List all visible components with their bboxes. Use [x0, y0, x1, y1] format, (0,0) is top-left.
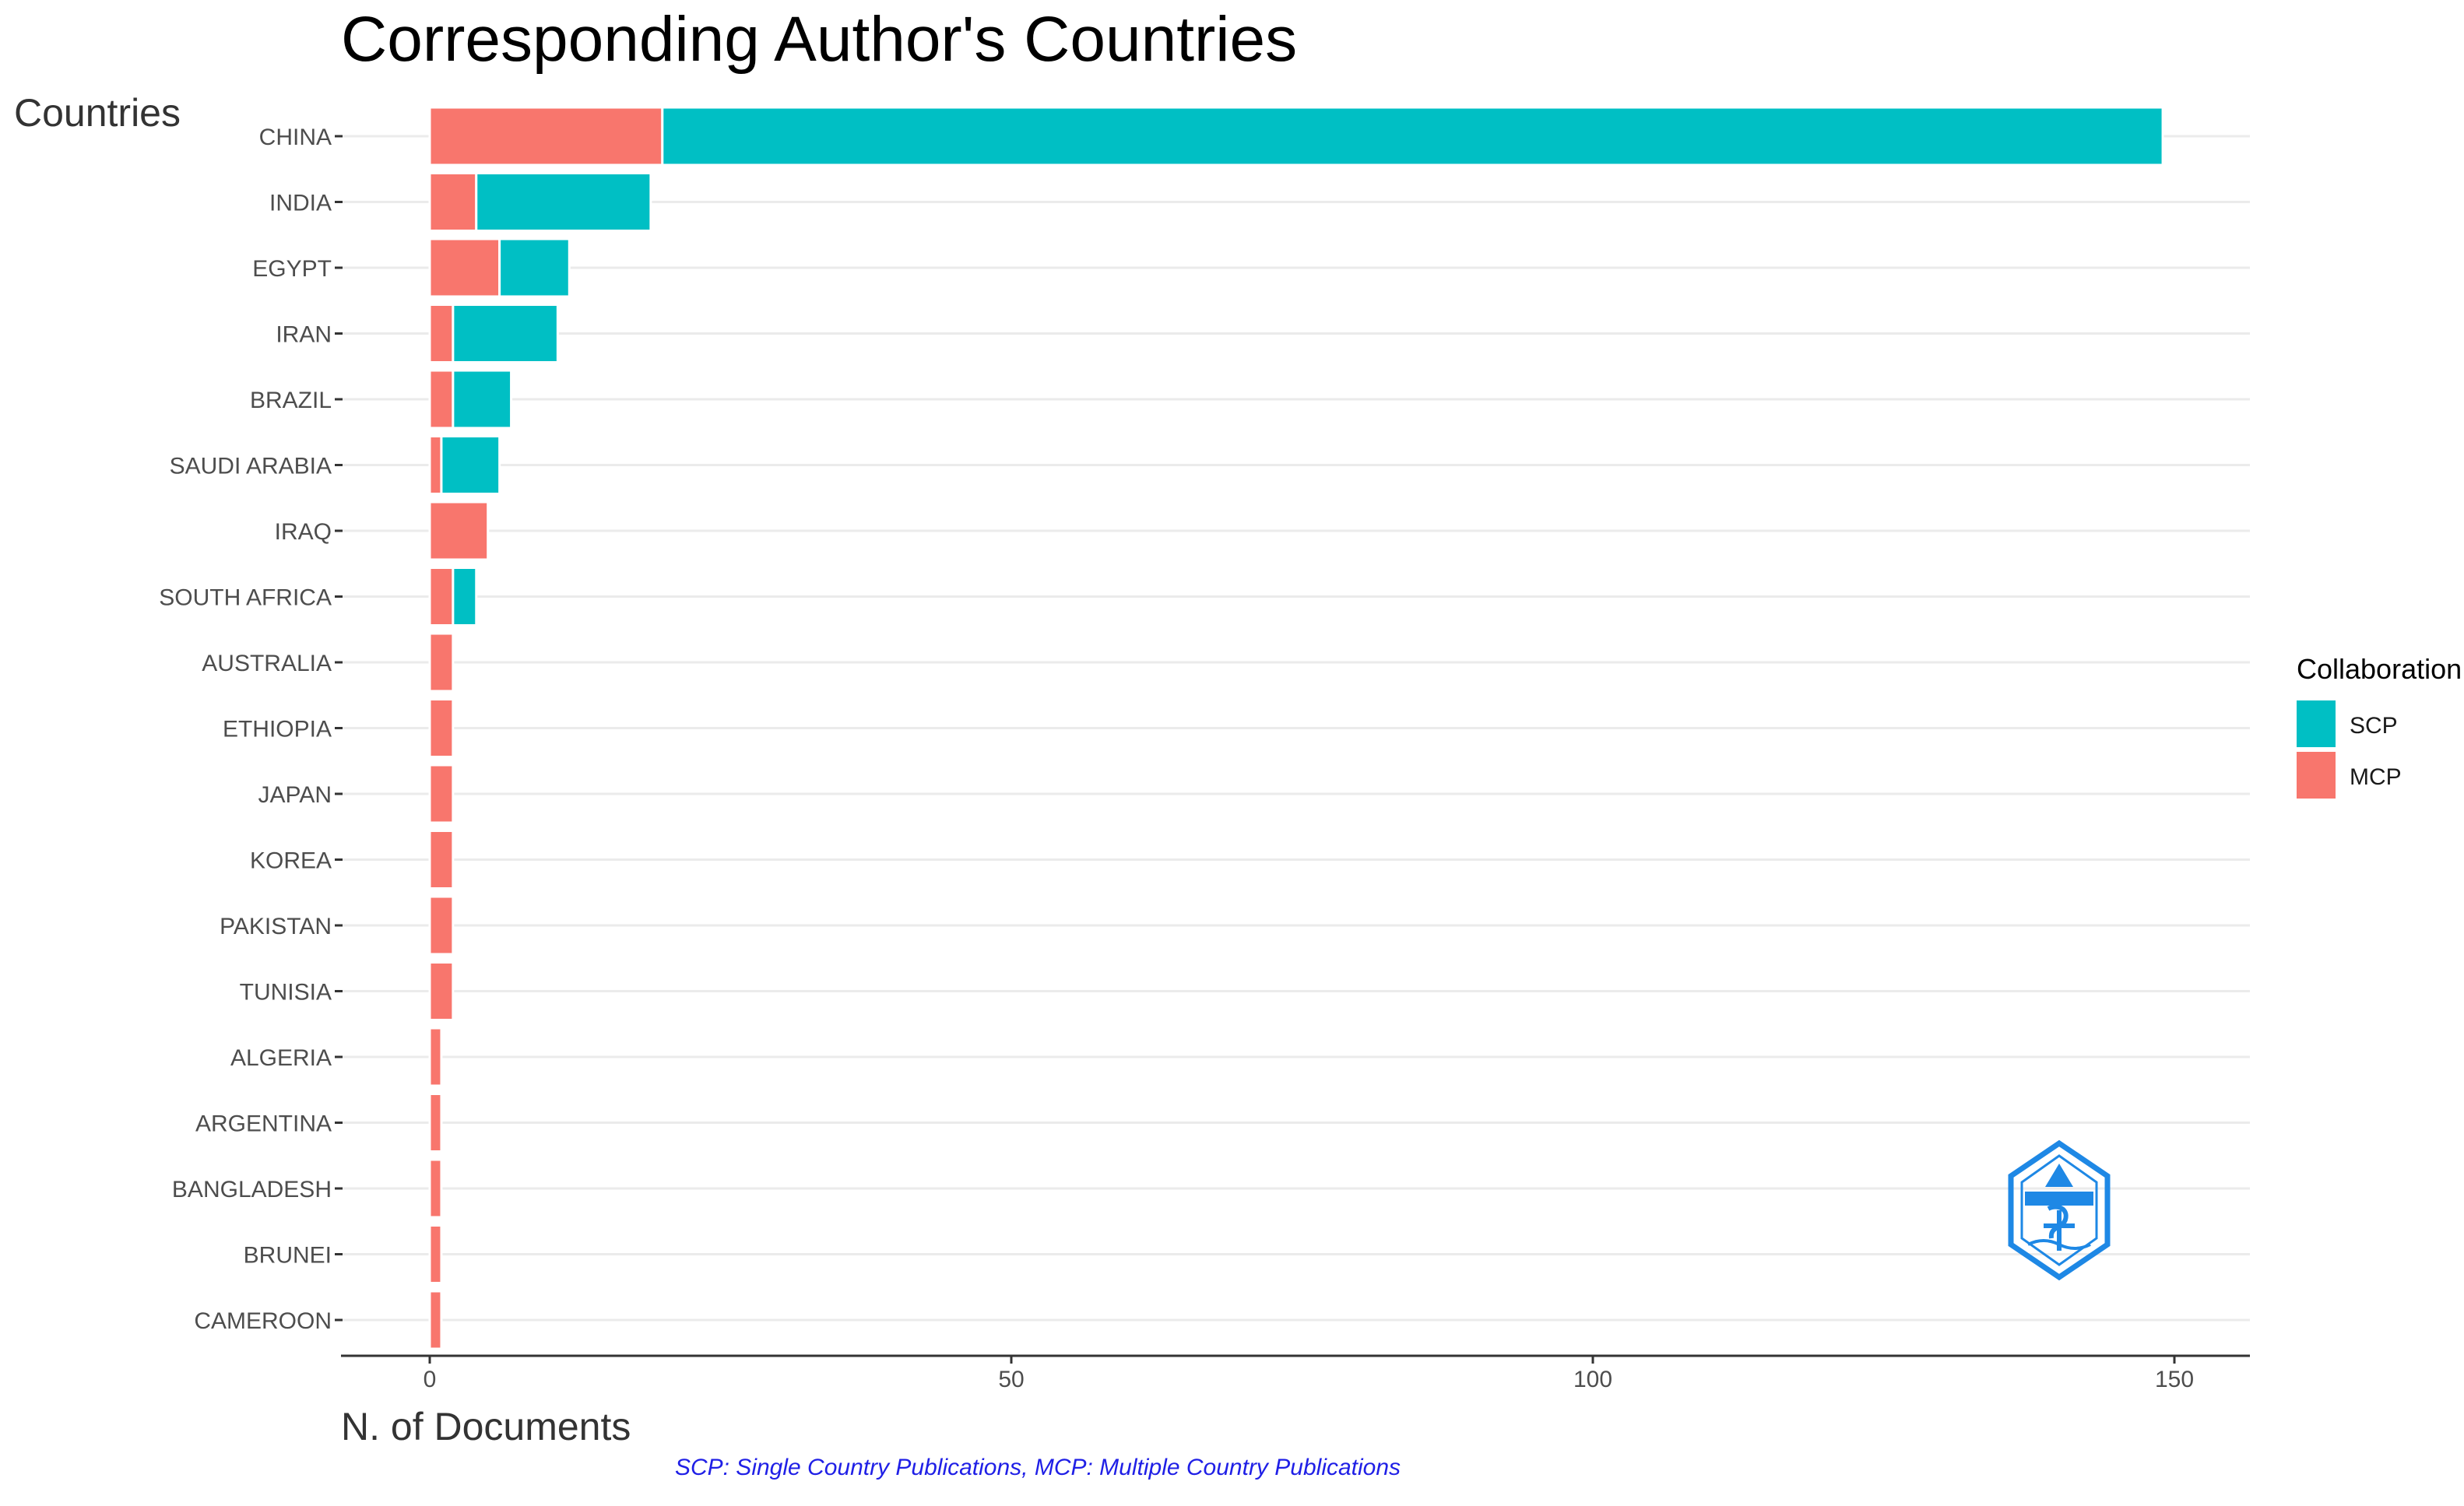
- y-axis-title: Countries: [14, 91, 181, 135]
- legend-swatch-scp: [2297, 700, 2336, 747]
- grid-lines: [341, 135, 2250, 1322]
- y-tick-label: EGYPT: [252, 256, 332, 282]
- legend-label-mcp: MCP: [2350, 764, 2402, 790]
- bar-mcp-ethiopia: [428, 698, 455, 758]
- y-tick-label: KOREA: [250, 848, 332, 874]
- bar-mcp-pakistan: [428, 895, 455, 956]
- bar-scp-india: [475, 172, 652, 232]
- bar-scp-brazil: [452, 369, 513, 430]
- bar-mcp-australia: [428, 632, 455, 693]
- x-tick-label: 0: [424, 1367, 437, 1392]
- y-tick-label: IRAN: [276, 322, 332, 348]
- bar-mcp-brazil: [428, 369, 455, 430]
- bar-scp-saudi-arabia: [440, 435, 501, 495]
- y-tick-label: ETHIOPIA: [223, 717, 332, 742]
- legend-label-scp: SCP: [2350, 713, 2398, 739]
- bar-scp-south-africa: [452, 567, 478, 627]
- y-tick-label: AUSTRALIA: [202, 651, 332, 676]
- y-tick-label: INDIA: [269, 191, 332, 216]
- y-tick-label: BRUNEI: [244, 1243, 332, 1269]
- bar-mcp-south-africa: [428, 567, 455, 627]
- y-tick-label: BRAZIL: [250, 388, 332, 413]
- bars: [428, 106, 2164, 1350]
- bar-scp-egypt: [498, 237, 571, 298]
- y-tick-label: CHINA: [259, 125, 332, 150]
- x-axis-title: N. of Documents: [341, 1405, 631, 1448]
- bar-mcp-japan: [428, 764, 455, 824]
- y-tick-label: JAPAN: [258, 782, 332, 808]
- legend-swatch-mcp: [2297, 752, 2336, 799]
- bar-mcp-algeria: [428, 1027, 443, 1087]
- y-tick-label: CAMEROON: [194, 1308, 332, 1334]
- y-tick-label: PAKISTAN: [220, 914, 332, 939]
- y-tick-label: IRAQ: [275, 519, 332, 545]
- y-tick-label: BANGLADESH: [172, 1177, 332, 1202]
- bar-mcp-korea: [428, 830, 455, 890]
- y-tick-label: SOUTH AFRICA: [159, 585, 332, 611]
- bar-mcp-brunei: [428, 1224, 443, 1284]
- y-tick-label: ARGENTINA: [195, 1111, 332, 1137]
- bar-mcp-bangladesh: [428, 1158, 443, 1219]
- y-tick-label: SAUDI ARABIA: [170, 454, 332, 479]
- y-tick-labels: CHINA INDIA EGYPT IRAN BRAZIL SAUDI ARABIA IRA…: [159, 125, 343, 1334]
- bar-mcp-tunisia: [428, 961, 455, 1021]
- bar-mcp-india: [428, 172, 478, 232]
- y-tick-label: ALGERIA: [230, 1045, 332, 1071]
- x-tick-label: 100: [1573, 1367, 1612, 1392]
- bar-mcp-iran: [428, 304, 455, 363]
- bar-mcp-egypt: [428, 237, 501, 298]
- bar-mcp-argentina: [428, 1093, 443, 1153]
- bar-mcp-china: [428, 106, 664, 167]
- legend-title: Collaboration: [2297, 653, 2462, 685]
- chart-title: Corresponding Author's Countries: [341, 4, 1297, 75]
- legend: Collaboration SCP MCP: [2297, 653, 2462, 799]
- y-tick-label: TUNISIA: [240, 980, 332, 1006]
- chart-caption: SCP: Single Country Publications, MCP: M…: [675, 1455, 1401, 1480]
- bar-scp-china: [661, 106, 2164, 167]
- publisher-logo-icon: [2008, 1139, 2111, 1281]
- bar-mcp-iraq: [428, 500, 490, 561]
- bar-mcp-saudi-arabia: [428, 435, 443, 495]
- bar-scp-iran: [452, 304, 559, 363]
- x-tick-label: 150: [2155, 1367, 2194, 1392]
- x-tick-label: 50: [998, 1367, 1024, 1392]
- bar-mcp-cameroon: [428, 1290, 443, 1350]
- x-axis: 0 50 100 150: [341, 1354, 2250, 1392]
